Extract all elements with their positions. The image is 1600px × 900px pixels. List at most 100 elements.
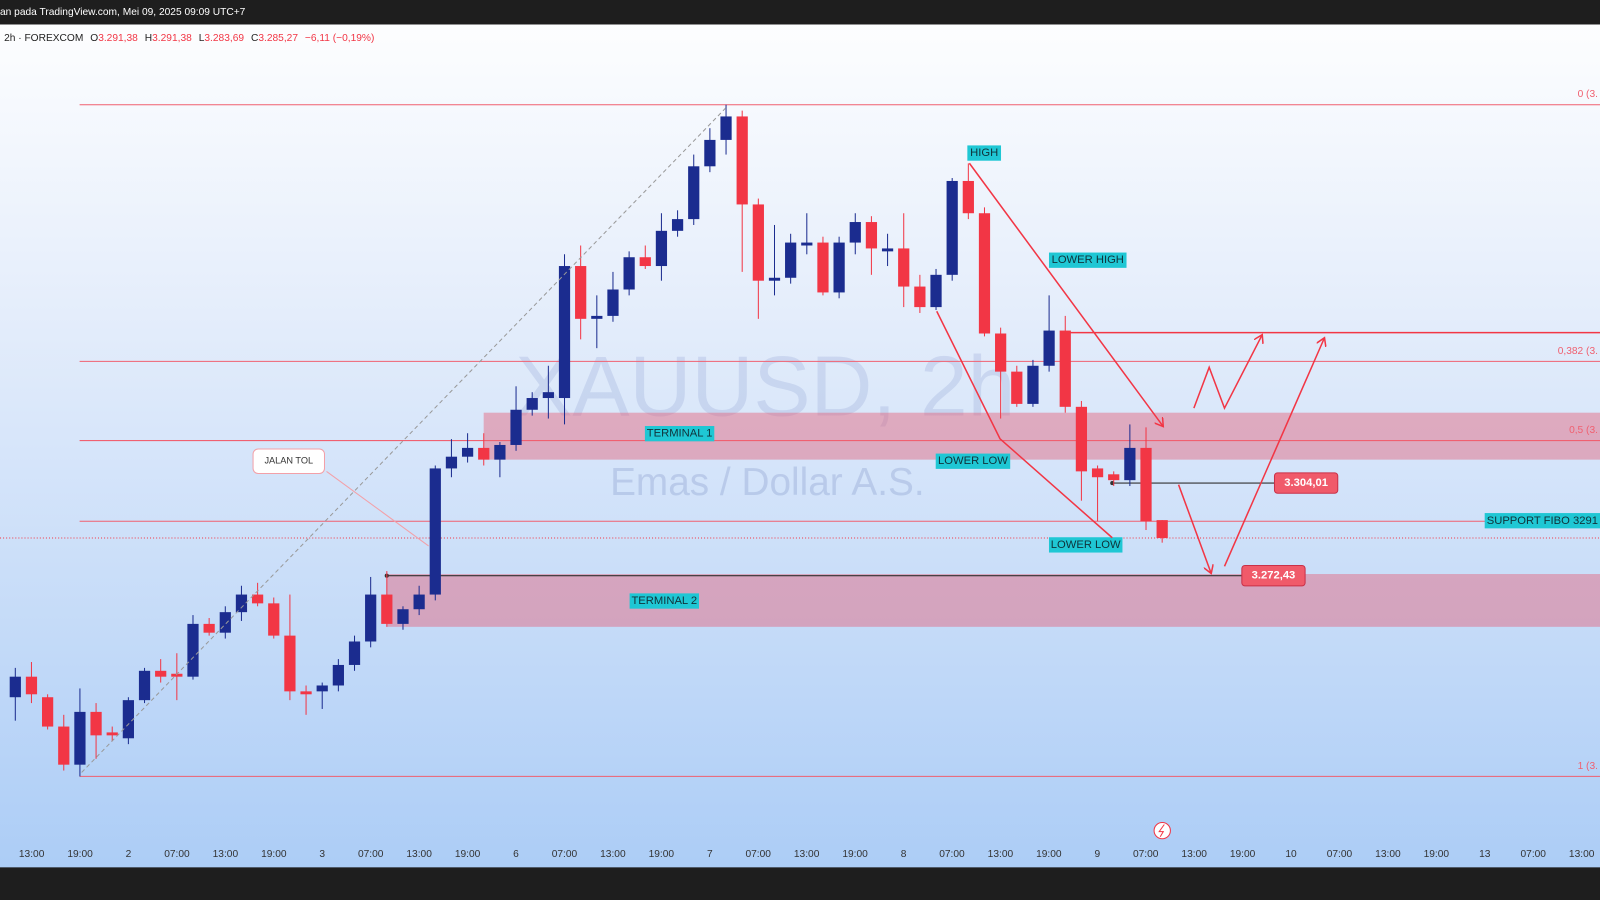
candle-body — [655, 230, 668, 267]
trend-line — [936, 310, 1113, 539]
candle-body — [898, 248, 910, 287]
x-tick-label: 8 — [901, 849, 907, 860]
candle-body — [558, 266, 571, 399]
down-arrow — [1177, 484, 1212, 574]
candle-body — [397, 609, 409, 624]
candle-body — [106, 732, 118, 736]
x-tick-label: 13:00 — [1569, 849, 1595, 860]
candle-body — [881, 248, 894, 252]
x-tick-label: 19:00 — [1424, 849, 1450, 860]
candle-body — [671, 219, 684, 231]
fib-label: 1 (3. — [1578, 761, 1598, 772]
candle-body — [429, 468, 441, 595]
annotation-bg — [252, 448, 325, 474]
candle-body — [930, 274, 942, 308]
x-tick-label: 13:00 — [19, 849, 45, 860]
price-tag: 3.272,43 — [1252, 570, 1296, 582]
annotation: LOWER LOW — [1051, 539, 1121, 551]
ohlc-value: 3.285,27 — [258, 32, 298, 43]
x-tick-label: 7 — [707, 849, 713, 860]
candle-body — [526, 398, 538, 410]
fib-label: 0,5 (3. — [1569, 425, 1598, 436]
x-tick-label: 13 — [1479, 849, 1491, 860]
candle-body — [155, 670, 167, 677]
ohlc-value: 3.291,38 — [98, 32, 138, 43]
candle-body — [461, 447, 474, 457]
candle-body — [494, 444, 506, 460]
candle-body — [865, 222, 878, 249]
candle-body — [1075, 406, 1088, 472]
candle-body — [348, 641, 361, 665]
x-tick-label: 19:00 — [261, 849, 287, 860]
candle-body — [962, 180, 974, 214]
x-tick-label: 3 — [319, 849, 325, 860]
x-tick-label: 13:00 — [1181, 849, 1207, 860]
x-tick-label: 19:00 — [649, 849, 675, 860]
ohlc-name: H — [145, 32, 152, 43]
candle-body — [219, 612, 231, 633]
x-tick-label: 07:00 — [1133, 849, 1159, 860]
annotation: JALAN TOL — [264, 456, 313, 466]
candle-body — [251, 594, 264, 604]
watermark-title: XAUUSD, 2h — [515, 338, 1015, 434]
annotation-bg — [1048, 537, 1123, 553]
zone — [386, 574, 1600, 627]
caption: an pada TradingView.com, Mei 09, 2025 09… — [0, 7, 246, 18]
candle-body — [138, 670, 151, 701]
path-arrow — [1193, 335, 1262, 411]
candle-body — [1140, 447, 1152, 522]
price-tag: 3.304,01 — [1284, 477, 1328, 489]
annotation: LOWER LOW — [938, 455, 1008, 467]
callout-pointer — [326, 471, 429, 547]
ohlc-value: 3.291,38 — [152, 32, 192, 43]
candle-body — [849, 222, 861, 243]
candle-body — [752, 204, 764, 281]
candle-body — [90, 711, 102, 736]
candle-body — [1124, 447, 1136, 481]
candle-body — [42, 697, 54, 727]
candle-body — [575, 266, 587, 319]
candle-body — [736, 116, 748, 205]
annotation: LOWER HIGH — [1052, 254, 1124, 266]
drawings — [81, 106, 1600, 773]
candle-body — [1011, 371, 1023, 404]
candle-body — [623, 257, 635, 290]
x-tick-label: 19:00 — [455, 849, 481, 860]
candle-body — [122, 700, 134, 739]
candle-body — [914, 286, 926, 308]
candle-body — [1156, 520, 1168, 539]
x-tick-label: 19:00 — [67, 849, 93, 860]
candle-body — [833, 242, 845, 293]
candle-body — [1027, 365, 1039, 404]
fib-label: 0 (3. — [1578, 89, 1598, 100]
x-tick-label: 19:00 — [1036, 849, 1062, 860]
candle-body — [365, 594, 377, 642]
candle-body — [332, 664, 344, 686]
candle-body — [235, 594, 248, 613]
zone-label-bg — [644, 426, 715, 442]
x-tick-label: 13:00 — [988, 849, 1014, 860]
candle-body — [1059, 330, 1071, 407]
x-tick-label: 07:00 — [1327, 849, 1353, 860]
candle-body — [1043, 330, 1055, 366]
annotation-bg — [1048, 252, 1127, 268]
candle-body — [413, 594, 425, 610]
candle-body — [300, 691, 312, 695]
trend-arrow — [968, 162, 1163, 426]
candle-body — [639, 257, 651, 267]
candle-body — [801, 242, 813, 246]
price-tag-bg — [1241, 564, 1306, 587]
candle-body — [704, 139, 716, 167]
x-tick-label: 6 — [513, 849, 519, 860]
candle-body — [187, 623, 199, 677]
x-tick-label: 07:00 — [1520, 849, 1546, 860]
symbol: 2h · FOREXCOM — [4, 32, 83, 43]
x-tick-label: 9 — [1094, 849, 1100, 860]
x-tick-label: 13:00 — [213, 849, 239, 860]
zone-label: TERMINAL 1 — [647, 428, 713, 440]
price-tag-bg — [1273, 472, 1339, 494]
candle-body — [9, 676, 21, 698]
support-label-bg — [1484, 513, 1600, 529]
